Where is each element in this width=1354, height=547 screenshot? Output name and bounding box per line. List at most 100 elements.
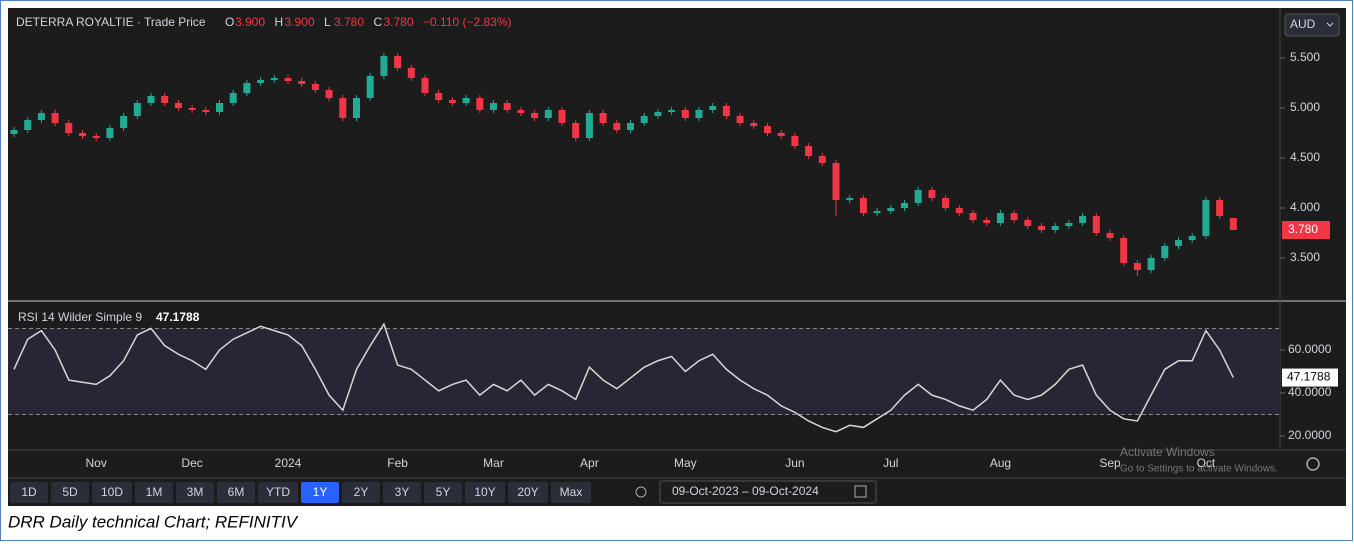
candle-body <box>572 123 580 138</box>
candle-body <box>106 128 114 138</box>
candle-body <box>1229 218 1237 230</box>
y-tick-label: 60.0000 <box>1288 342 1332 356</box>
watermark: Activate Windows <box>1120 445 1215 459</box>
y-tick-label: 20.0000 <box>1288 428 1332 442</box>
y-tick-label: 5.000 <box>1290 100 1320 114</box>
range-label[interactable]: 3Y <box>395 485 410 499</box>
range-button[interactable] <box>301 482 339 503</box>
candle-body <box>284 78 292 81</box>
candle-body <box>435 93 443 100</box>
currency[interactable]: AUD <box>1290 17 1316 31</box>
candle-body <box>1188 236 1196 240</box>
range-button[interactable] <box>10 482 48 503</box>
candle-body <box>942 198 950 208</box>
range-button[interactable] <box>176 482 214 503</box>
dropdown-arrow <box>1326 22 1334 27</box>
candle-body <box>955 208 963 213</box>
range-button[interactable] <box>383 482 421 503</box>
candle-body <box>777 133 785 136</box>
y-tick-label: 4.500 <box>1290 150 1320 164</box>
range-settings-icon[interactable] <box>635 486 647 498</box>
y-tick-label: 4.000 <box>1290 200 1320 214</box>
candle-body <box>503 103 511 110</box>
rsi-value-tag <box>1282 368 1338 387</box>
range-button[interactable] <box>258 482 298 503</box>
candle-body <box>640 116 648 123</box>
range-label[interactable]: 1M <box>146 485 163 499</box>
candle-body <box>914 190 922 203</box>
range-button[interactable] <box>342 482 380 503</box>
settings-icon[interactable] <box>1306 457 1320 471</box>
last-price-tag <box>1282 221 1330 239</box>
x-tick-label: Jun <box>785 456 804 470</box>
watermark: Go to Settings to activate Windows. <box>1120 464 1278 475</box>
x-tick-label: Jul <box>883 456 898 470</box>
candle-body <box>1065 223 1073 226</box>
candle-body <box>1051 226 1059 230</box>
candle-body <box>887 208 895 211</box>
candle-body <box>1024 220 1032 226</box>
rsi-value-label: 47.1788 <box>1287 370 1331 384</box>
y-tick-label: 40.0000 <box>1288 385 1332 399</box>
y-tick-label: 5.500 <box>1290 50 1320 64</box>
candle-body <box>325 90 333 98</box>
currency-select[interactable] <box>1284 13 1340 37</box>
candle-body <box>243 83 251 93</box>
range-button[interactable] <box>92 482 132 503</box>
range-label[interactable]: 10D <box>101 485 123 499</box>
price-change: −0.110 (−2.83%) <box>423 15 512 29</box>
candle-body <box>1133 263 1141 270</box>
candle-body <box>873 211 881 213</box>
ohlc-key: H <box>275 15 284 29</box>
date-range[interactable]: 09-Oct-2023 – 09-Oct-2024 <box>672 484 819 498</box>
range-label[interactable]: 1Y <box>313 485 328 499</box>
range-label[interactable]: 1D <box>21 485 37 499</box>
range-button[interactable] <box>465 482 505 503</box>
range-button[interactable] <box>135 482 173 503</box>
candle-body <box>1216 200 1224 216</box>
range-label[interactable]: 3M <box>187 485 204 499</box>
candle-body <box>654 112 662 116</box>
candle-body <box>695 110 703 118</box>
candle-body <box>394 56 402 68</box>
range-label[interactable]: 2Y <box>354 485 369 499</box>
range-label[interactable]: 6M <box>228 485 245 499</box>
chart-panel <box>8 8 1346 506</box>
candle-body <box>736 116 744 123</box>
candle-body <box>627 123 634 130</box>
range-label[interactable]: 5Y <box>436 485 451 499</box>
candle-body <box>791 136 799 146</box>
rsi-title: RSI 14 Wilder Simple 9 <box>18 310 142 324</box>
candle-body <box>668 110 676 112</box>
candle-body <box>37 113 45 120</box>
candle-body <box>1120 238 1128 263</box>
candle-body <box>65 123 73 133</box>
range-button[interactable] <box>51 482 89 503</box>
range-button[interactable] <box>424 482 462 503</box>
range-label[interactable]: YTD <box>266 485 290 499</box>
rsi-line <box>13 322 1234 433</box>
date-range-box[interactable] <box>659 480 877 504</box>
ohlc-key: O <box>225 15 234 29</box>
ohlc-key: C <box>374 15 383 29</box>
x-tick-label: Nov <box>86 456 107 470</box>
range-button[interactable] <box>508 482 548 503</box>
candle-body <box>832 163 840 200</box>
range-label[interactable]: 20Y <box>517 485 538 499</box>
candle-body <box>257 80 265 83</box>
range-label[interactable]: 5D <box>62 485 78 499</box>
rsi-band <box>8 328 1280 415</box>
candle-body <box>805 146 813 156</box>
candle-body <box>407 68 415 78</box>
range-button[interactable] <box>217 482 255 503</box>
ohlc-value: 3.900 <box>285 15 315 29</box>
range-label[interactable]: 10Y <box>474 485 495 499</box>
candle-body <box>51 113 59 123</box>
range-label[interactable]: Max <box>560 485 583 499</box>
candle-body <box>490 103 497 110</box>
range-button[interactable] <box>551 482 591 503</box>
candle-body <box>1010 213 1018 220</box>
candle-body <box>558 110 566 123</box>
candle-body <box>996 213 1004 223</box>
